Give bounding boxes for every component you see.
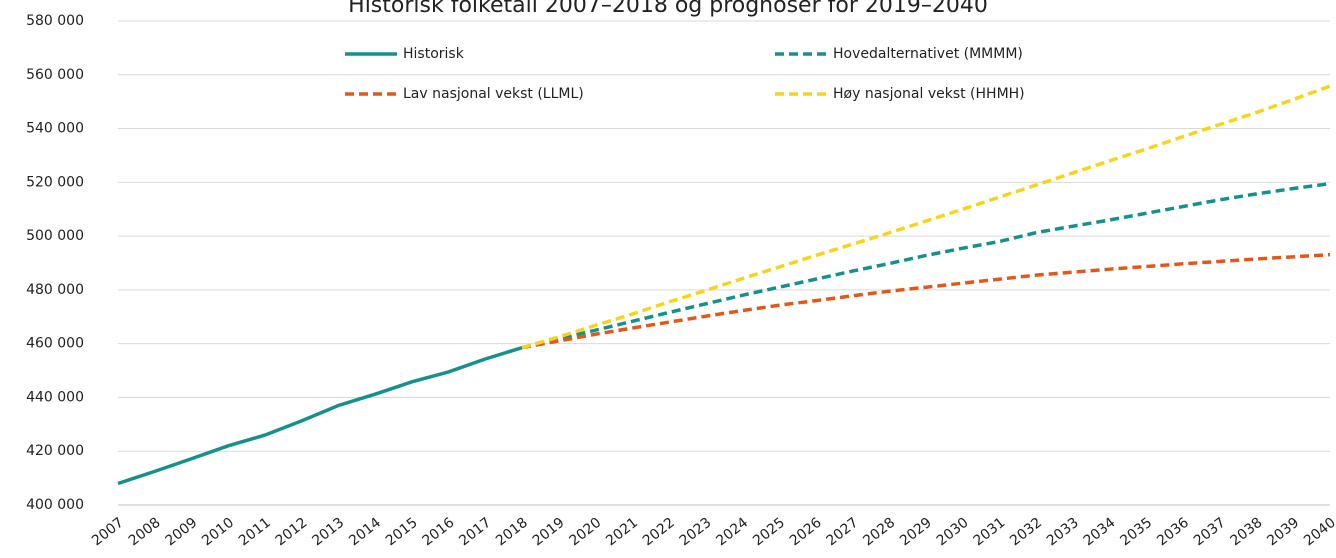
series-line — [521, 181, 1331, 350]
series-line — [117, 346, 523, 486]
series-line — [521, 252, 1331, 350]
y-tick-label: 400 000 — [26, 497, 84, 513]
y-tick-label: 420 000 — [26, 443, 84, 459]
legend-label: Hovedalternativet (MMMM) — [833, 46, 1023, 62]
legend-label: Høy nasjonal vekst (HHMH) — [833, 86, 1025, 102]
x-tick-label: 2016 — [420, 515, 458, 550]
x-tick-label: 2024 — [713, 515, 751, 550]
y-tick-label: 460 000 — [26, 336, 84, 352]
x-tick-label: 2030 — [934, 515, 972, 550]
x-tick-label: 2012 — [273, 515, 311, 550]
x-tick-label: 2025 — [750, 515, 788, 550]
x-tick-label: 2028 — [860, 515, 898, 550]
x-tick-label: 2027 — [824, 515, 862, 550]
x-tick-label: 2008 — [126, 515, 164, 550]
x-tick-label: 2022 — [640, 515, 678, 550]
legend-label: Lav nasjonal vekst (LLML) — [403, 86, 584, 102]
x-tick-label: 2034 — [1081, 515, 1119, 550]
x-tick-label: 2039 — [1264, 515, 1302, 550]
x-tick-label: 2019 — [530, 515, 568, 550]
x-tick-label: 2040 — [1301, 515, 1336, 550]
x-tick-label: 2021 — [603, 515, 641, 550]
x-tick-label: 2029 — [897, 515, 935, 550]
x-tick-label: 2007 — [89, 515, 127, 550]
x-tick-label: 2036 — [1154, 515, 1192, 550]
y-tick-label: 500 000 — [26, 228, 84, 244]
x-tick-label: 2015 — [383, 515, 421, 550]
y-tick-label: 540 000 — [26, 121, 84, 137]
x-tick-label: 2018 — [493, 515, 531, 550]
y-tick-label: 440 000 — [26, 389, 84, 405]
x-tick-label: 2017 — [456, 515, 494, 550]
x-tick-label: 2033 — [1044, 515, 1082, 550]
x-tick-label: 2032 — [1007, 515, 1045, 550]
x-tick-label: 2013 — [309, 515, 347, 550]
x-tick-label: 2020 — [566, 515, 604, 550]
y-tick-label: 480 000 — [26, 282, 84, 298]
y-tick-label: 580 000 — [26, 13, 84, 29]
x-tick-label: 2038 — [1228, 515, 1266, 550]
x-tick-label: 2023 — [677, 515, 715, 550]
chart-title: Historisk folketall 2007–2018 og prognos… — [348, 0, 988, 18]
x-tick-label: 2037 — [1191, 515, 1229, 550]
x-tick-label: 2014 — [346, 515, 384, 550]
series-line — [521, 84, 1331, 350]
x-tick-label: 2031 — [970, 515, 1008, 550]
legend-label: Historisk — [403, 46, 465, 62]
y-tick-label: 520 000 — [26, 174, 84, 190]
x-tick-label: 2026 — [787, 515, 825, 550]
x-tick-label: 2010 — [199, 515, 237, 550]
x-tick-label: 2009 — [162, 515, 200, 550]
x-tick-label: 2011 — [236, 515, 274, 550]
x-tick-label: 2035 — [1117, 515, 1155, 550]
y-tick-label: 560 000 — [26, 67, 84, 83]
